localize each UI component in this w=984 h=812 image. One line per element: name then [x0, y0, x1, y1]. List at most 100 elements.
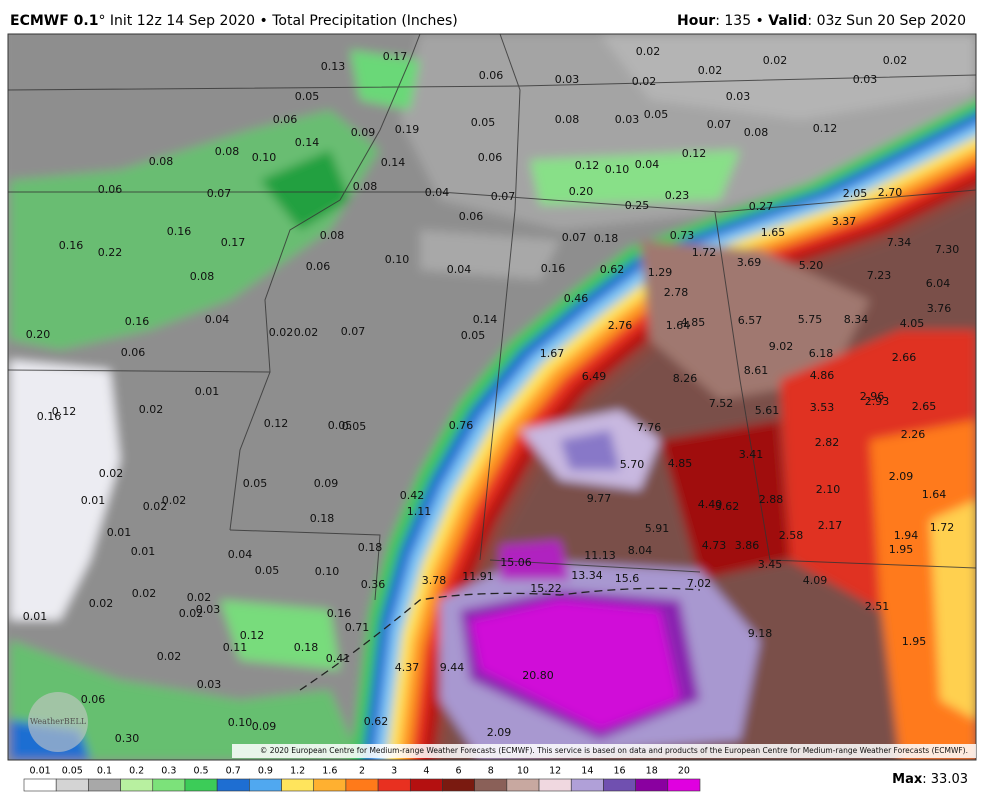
precip-label: 1.64 [922, 488, 947, 501]
colorbar-swatch [152, 778, 186, 792]
logo: WeatherBELL [30, 717, 87, 726]
precip-label: 3.53 [810, 401, 835, 414]
precip-label: 7.34 [887, 236, 912, 249]
precip-label: 0.12 [52, 405, 77, 418]
precip-label: 0.08 [149, 155, 174, 168]
precip-label: 0.03 [555, 73, 580, 86]
precip-label: 0.14 [295, 136, 320, 149]
precip-label: 9.18 [748, 627, 773, 640]
precip-label: 13.34 [571, 569, 603, 582]
precip-label: 0.17 [383, 50, 408, 63]
precip-label: 0.06 [479, 69, 504, 82]
precip-label: 0.12 [682, 147, 707, 160]
copyright-bg [232, 744, 976, 758]
precip-label: 5.61 [755, 404, 780, 417]
colorbar-swatch [184, 778, 218, 792]
precip-label: 0.62 [600, 263, 625, 276]
precip-label: 0.07 [341, 325, 366, 338]
precip-label: 1.67 [540, 347, 565, 360]
colorbar-swatch [506, 778, 540, 792]
model-name: ECMWF 0.1 [10, 13, 98, 29]
precip-label: 0.05 [471, 116, 496, 129]
header-left: ECMWF 0.1° Init 12z 14 Sep 2020 • Total … [10, 13, 458, 29]
colorbar-swatch [667, 778, 701, 792]
precip-label: 0.01 [81, 494, 106, 507]
header-right: Hour: 135 • Valid: 03z Sun 20 Sep 2020 [677, 13, 966, 29]
colorbar-tick-label: 0.1 [97, 766, 112, 777]
colorbar-tick-label: 0.05 [62, 766, 83, 777]
precip-label: 0.46 [564, 292, 589, 305]
precip-label: 0.02 [139, 403, 164, 416]
precip-label: 0.18 [594, 232, 619, 245]
colorbar-swatch [345, 778, 379, 792]
precip-label: 0.22 [98, 246, 123, 259]
hour-label: Hour [677, 13, 715, 29]
precip-label: 2.05 [843, 187, 868, 200]
precip-label: 0.04 [228, 548, 253, 561]
precip-label: 0.16 [125, 315, 150, 328]
precip-label: 0.76 [449, 419, 474, 432]
precip-label: 0.12 [813, 122, 838, 135]
colorbar-swatch [442, 778, 475, 792]
colorbar-tick-label: 6 [456, 766, 462, 777]
precip-label: 2.76 [608, 319, 633, 332]
precip-label: 7.30 [935, 243, 960, 256]
precip-label: 0.16 [541, 262, 566, 275]
precip-label: 0.05 [243, 477, 268, 490]
colorbar-tick-label: 2 [359, 766, 365, 777]
copyright: © 2020 European Centre for Medium-range … [260, 746, 968, 755]
precip-label: 0.02 [157, 650, 182, 663]
precip-label: 0.11 [223, 641, 248, 654]
colorbar-tick-label: 0.9 [258, 766, 273, 777]
precip-label: 8.34 [844, 313, 869, 326]
precip-label: 0.08 [320, 229, 345, 242]
precip-label: 0.18 [294, 641, 319, 654]
precip-label: 0.06 [478, 151, 503, 164]
precip-label: 0.02 [636, 45, 661, 58]
max-colon: : [922, 772, 931, 787]
precip-label: 2.88 [759, 493, 784, 506]
precip-label: 11.91 [462, 570, 494, 583]
colorbar-tick-label: 18 [646, 766, 658, 777]
precip-label: 0.05 [328, 419, 353, 432]
precip-label: 0.23 [665, 189, 690, 202]
precip-label: 0.14 [381, 156, 406, 169]
colorbar: 0.01 0.05 0.1 0.2 0.3 0.5 0.7 0.9 1.2 1.6 2 3 4 6 8 10 1… [23, 766, 701, 792]
precip-label: 3.41 [739, 448, 764, 461]
colorbar-swatch [120, 778, 154, 792]
precip-label: 0.06 [459, 210, 484, 223]
precip-label: 0.27 [749, 200, 774, 213]
valid-label: Valid [768, 13, 807, 29]
precip-label: 1.64 [666, 319, 691, 332]
valid-value: : 03z Sun 20 Sep 2020 [807, 13, 966, 29]
precip-label: 5.70 [620, 458, 645, 471]
precip-label: 0.06 [81, 693, 106, 706]
colorbar-tick-label: 20 [678, 766, 690, 777]
precip-label: 0.09 [351, 126, 376, 139]
precip-label: 0.06 [273, 113, 298, 126]
precip-label: 0.16 [327, 607, 352, 620]
max-label: Max [892, 772, 923, 787]
precip-label: 0.02 [698, 64, 723, 77]
precip-label: 0.18 [358, 541, 383, 554]
precip-label: 4.05 [900, 317, 925, 330]
precip-label: 7.52 [709, 397, 734, 410]
precip-label: 1.95 [902, 635, 927, 648]
precip-label: 2.65 [912, 400, 937, 413]
colorbar-tick-label: 12 [549, 766, 561, 777]
precip-label: 0.10 [315, 565, 340, 578]
precip-label: 0.07 [491, 190, 516, 203]
precip-label: 15.6 [615, 572, 640, 585]
precip-label: 0.36 [361, 578, 386, 591]
precip-label: 8.04 [628, 544, 653, 557]
colorbar-tick-label: 14 [581, 766, 593, 777]
precip-label: 0.06 [98, 183, 123, 196]
precip-label: 4.09 [803, 574, 828, 587]
colorbar-swatch [216, 778, 250, 792]
colorbar-tick-label: 10 [517, 766, 529, 777]
precip-label: 15.22 [530, 582, 562, 595]
precip-label: 6.57 [738, 314, 763, 327]
map-frame [7, 33, 977, 761]
precip-label: 0.12 [264, 417, 289, 430]
